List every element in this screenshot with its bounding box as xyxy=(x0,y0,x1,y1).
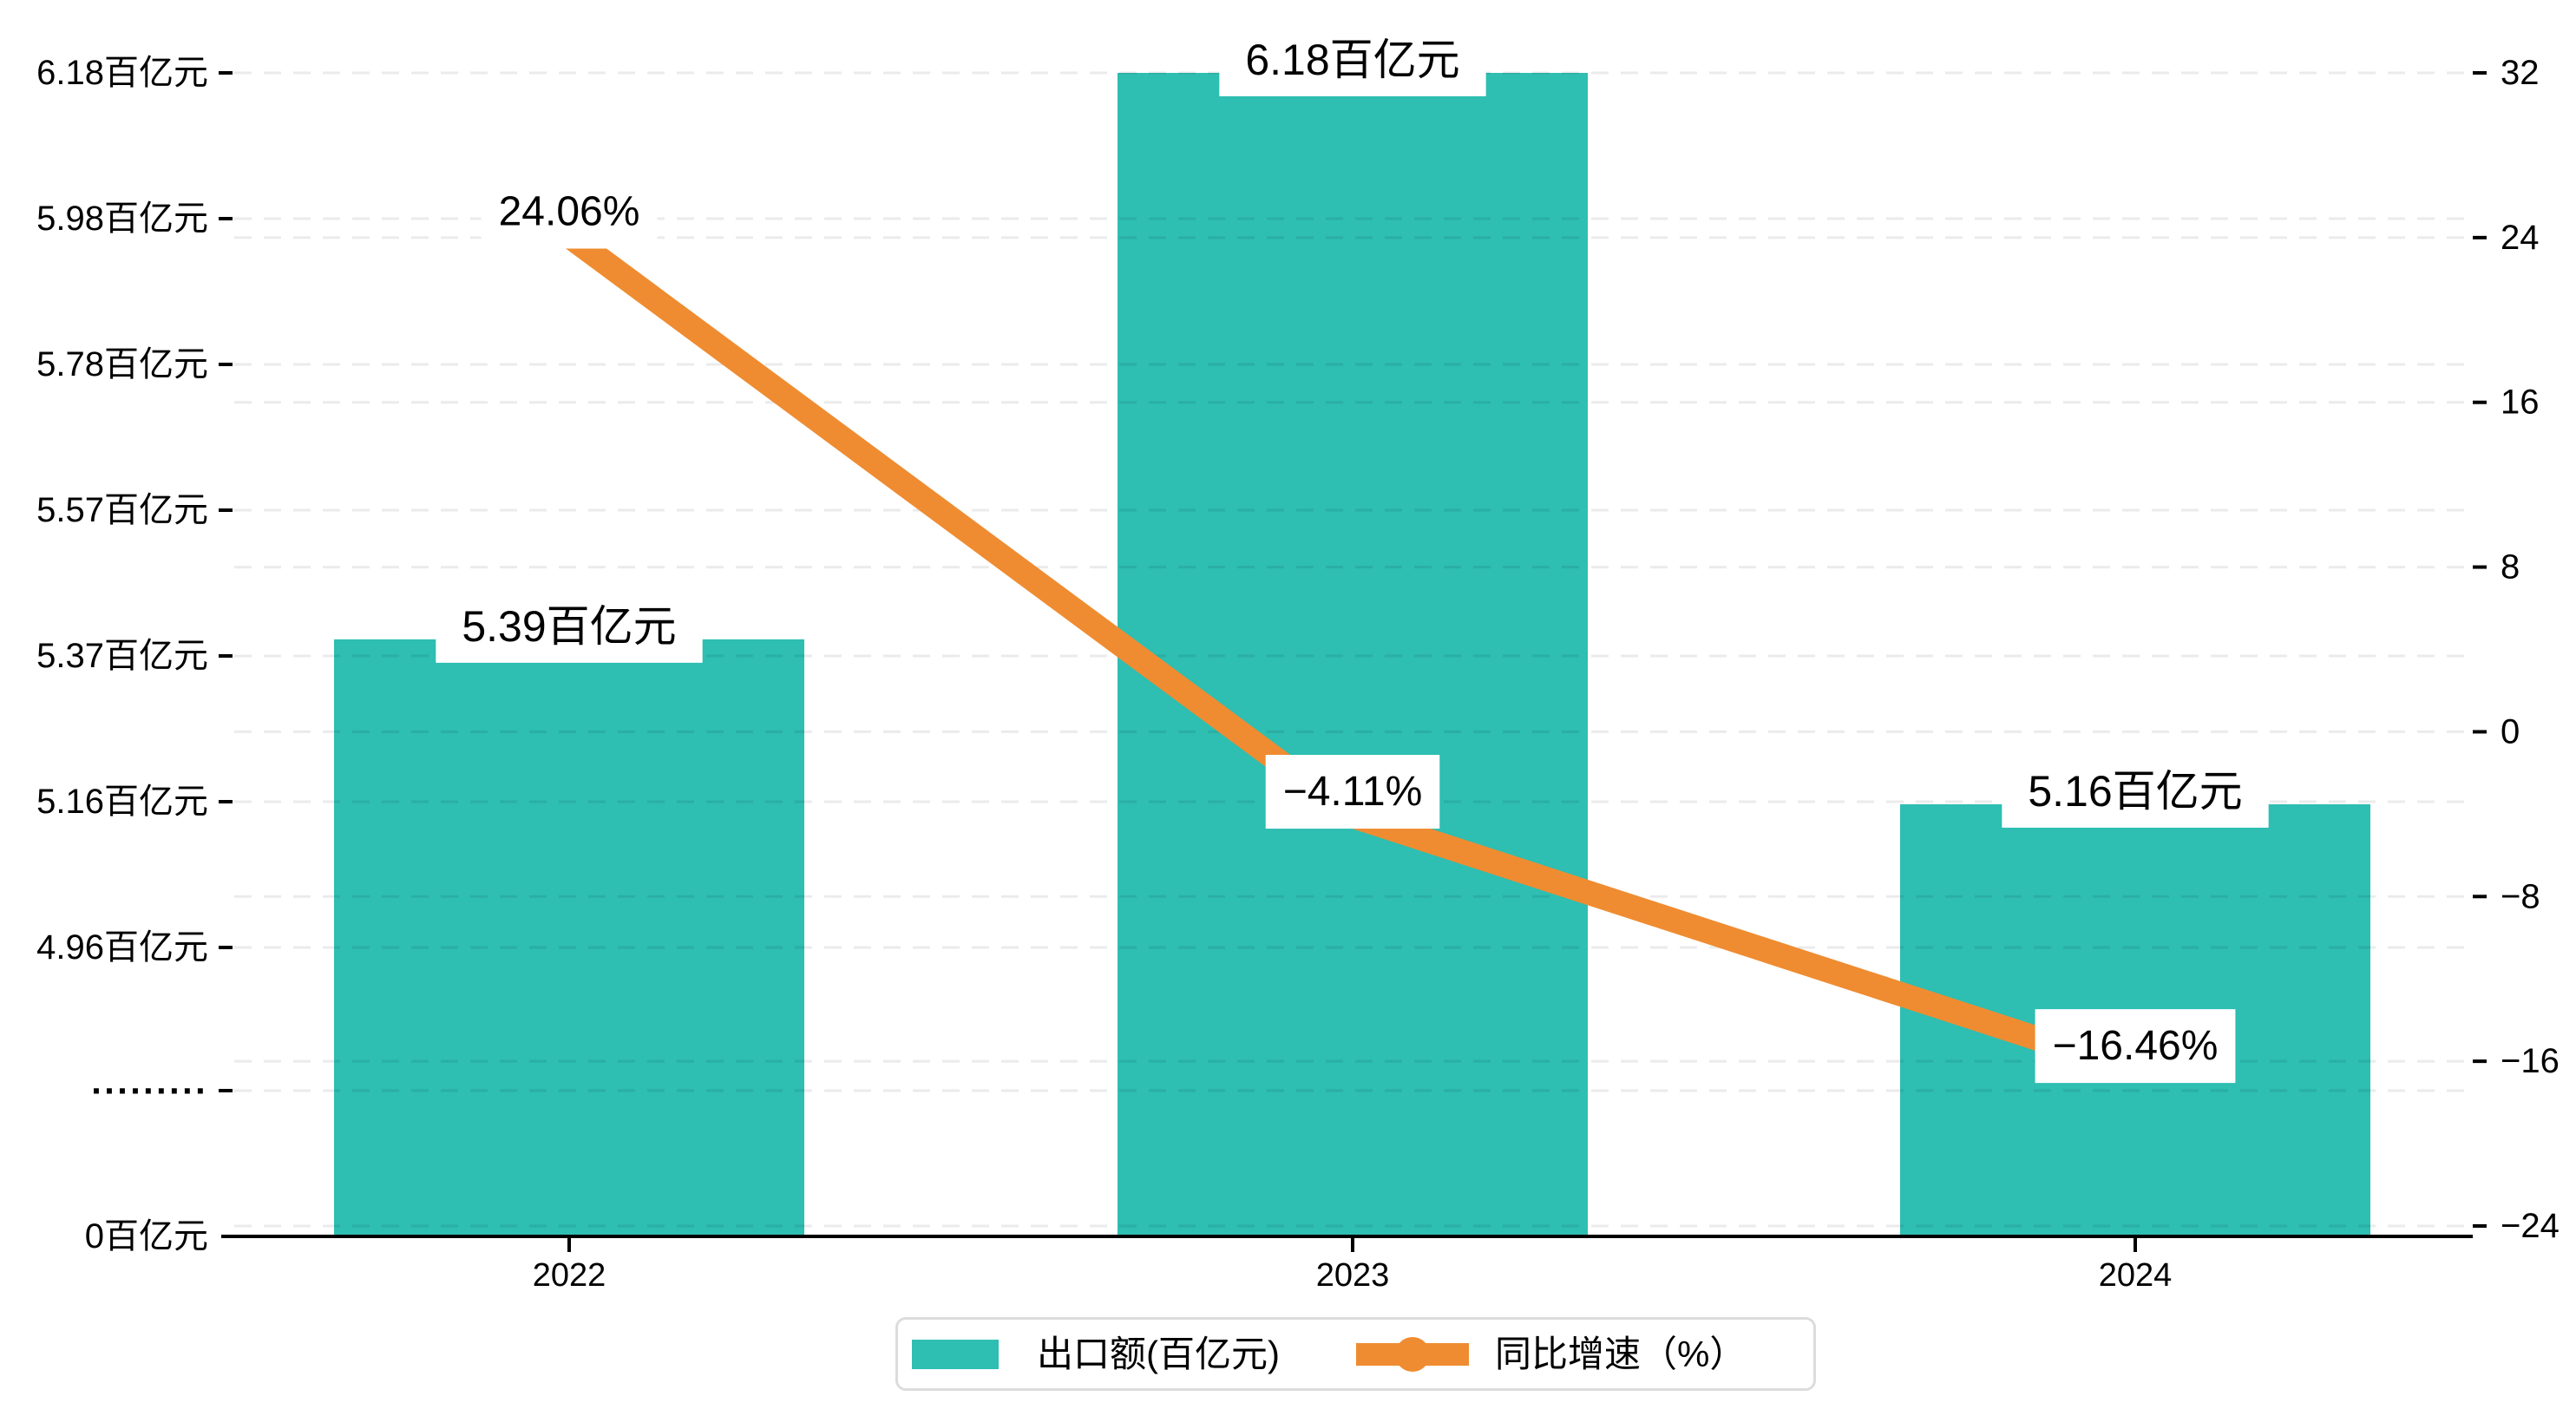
bar-value-label-2024: 5.16百亿元 xyxy=(2028,767,2242,816)
growth-value-label-2022-bg xyxy=(481,174,658,249)
x-axis-label-2023: 2023 xyxy=(1316,1257,1390,1294)
left-axis-label-8: 0百亿元 xyxy=(85,1217,208,1255)
right-axis-label-6: −16 xyxy=(2501,1042,2560,1080)
left-axis-label-5: 5.16百亿元 xyxy=(36,783,208,821)
right-axis-label-3: 8 xyxy=(2501,548,2520,587)
bar-value-label-2022-bg xyxy=(436,589,703,663)
legend: 出口额(百亿元) 同比增速（%） xyxy=(895,1317,1816,1391)
growth-value-label-2023-bg xyxy=(1265,755,1440,829)
left-axis-label-1: 5.98百亿元 xyxy=(36,200,208,238)
right-axis-label-4: 0 xyxy=(2501,712,2520,751)
bar-2022[interactable] xyxy=(334,639,804,1235)
left-axis-label-0: 6.18百亿元 xyxy=(36,54,208,92)
right-axis-label-1: 24 xyxy=(2501,219,2540,257)
legend-line-symbol[interactable] xyxy=(1355,1336,1469,1372)
legend-line-label[interactable]: 同比增速（%） xyxy=(1494,1333,1747,1374)
growth-value-label-2024-bg xyxy=(2035,1009,2236,1084)
legend-line-dot-icon xyxy=(1394,1336,1430,1372)
right-axis-label-2: 16 xyxy=(2501,384,2540,422)
x-axis-label-2024: 2024 xyxy=(2099,1257,2173,1294)
left-axis-label-3: 5.57百亿元 xyxy=(36,491,208,529)
bar-value-label-2022: 5.39百亿元 xyxy=(462,602,676,651)
bar-value-label-2023-bg xyxy=(1219,23,1486,96)
bar-2023[interactable] xyxy=(1118,73,1588,1235)
left-axis-label-7: ········· xyxy=(91,1071,208,1111)
legend-bar-swatch[interactable] xyxy=(912,1339,999,1369)
growth-value-label-2024: −16.46% xyxy=(2053,1023,2219,1069)
legend-bar-label[interactable]: 出口额(百亿元) xyxy=(1037,1333,1280,1374)
left-axis-label-6: 4.96百亿元 xyxy=(36,928,208,967)
right-axis-label-0: 32 xyxy=(2501,54,2540,92)
growth-value-label-2023: −4.11% xyxy=(1283,769,1423,815)
bar-value-label-2024-bg xyxy=(2002,754,2269,828)
x-axis-label-2022: 2022 xyxy=(533,1257,606,1294)
left-axis-label-4: 5.37百亿元 xyxy=(36,637,208,675)
growth-value-label-2022: 24.06% xyxy=(499,189,640,235)
left-axis-label-2: 5.78百亿元 xyxy=(36,345,208,384)
bar-value-label-2023: 6.18百亿元 xyxy=(1245,36,1459,84)
right-axis-label-7: −24 xyxy=(2501,1207,2560,1245)
right-axis-label-5: −8 xyxy=(2501,877,2540,915)
